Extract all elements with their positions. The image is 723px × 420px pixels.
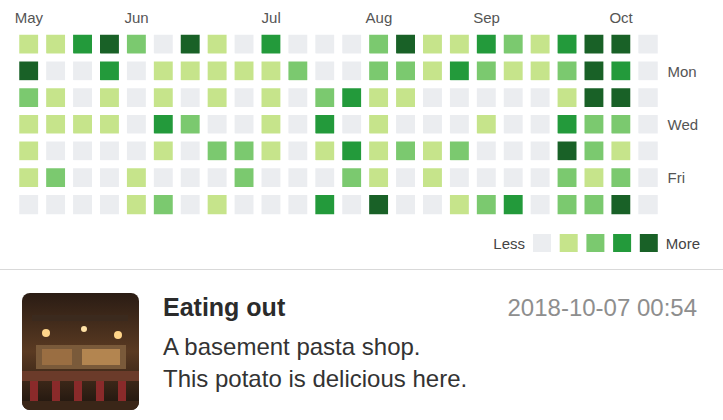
svg-text:Aug: Aug [366, 9, 393, 26]
svg-text:Less: Less [493, 235, 525, 252]
html-text:2018-10-07 00:54: 2018-10-07 00:54 [507, 294, 697, 321]
svg-text:Sep: Sep [473, 9, 500, 26]
svg-text:Jul: Jul [262, 9, 281, 26]
svg-text:Fri: Fri [668, 169, 686, 186]
html-text:Eating out: Eating out [163, 293, 286, 321]
svg-text:More: More [666, 235, 700, 252]
svg-text:Jun: Jun [125, 9, 149, 26]
svg-text:Wed: Wed [668, 116, 699, 133]
svg-text:Mon: Mon [668, 63, 697, 80]
svg-text:May: May [15, 9, 44, 26]
svg-text:Oct: Oct [609, 9, 633, 26]
html-text:A basement pasta shop.: A basement pasta shop. [163, 333, 421, 360]
html-text:This potato is delicious here.: This potato is delicious here. [163, 365, 468, 392]
